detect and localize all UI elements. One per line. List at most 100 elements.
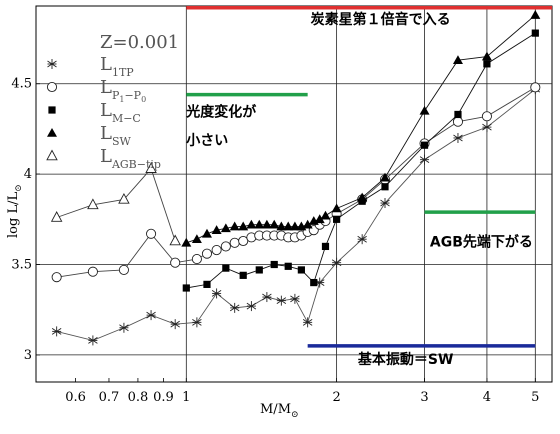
x-axis-label: M/M⊙ [260,402,299,420]
data-point-1tp [453,132,463,143]
annotation-text: 光度変化が [185,103,257,120]
series-line [56,167,176,242]
x-tick-label: 0.6 [65,390,86,405]
y-tick-label: 4.5 [11,77,32,92]
legend-entry-label: L1TP [100,54,134,79]
data-point-sw [419,105,430,115]
data-point-mc [310,278,318,287]
data-point-sw [357,192,368,202]
data-point-sw [181,237,192,247]
y-tick-label: 4 [24,167,32,182]
data-point-1tp [229,302,240,313]
data-point-mc [182,284,190,292]
data-point-1tp [88,335,98,346]
legend-star-icon [47,59,57,69]
data-point-mc [420,141,429,149]
data-series [50,10,541,346]
x-tick-label: 0.8 [128,390,149,405]
plot-frame [35,5,553,383]
annotation-text: AGB先端下がる [430,233,533,250]
data-point-mc [333,215,341,223]
series-1tp [51,84,541,346]
data-point-mc [222,264,230,272]
data-point-sw [269,219,280,229]
legend-entry-label: LAGB−tip [100,146,161,171]
data-point-p10 [170,257,181,268]
data-point-agbtip [118,192,130,204]
annotation-text: 小さい [186,133,228,149]
series-sw [181,10,541,247]
data-point-1tp [192,317,202,328]
data-point-sw [530,10,541,19]
data-point-sw [191,234,202,243]
data-point-sw [289,221,300,231]
x-tick-label: 2 [332,390,340,405]
axis-ticks: 0.6 0.7 0.8 0.9 1 2 3 4 5 3 3.5 4 4.5 [11,77,539,405]
data-point-mc [297,266,305,274]
data-point-1tp [419,154,430,165]
x-tick-label: 4 [483,390,491,405]
legend-entry-label: LSW [100,123,131,148]
y-tick-label: 3 [24,348,32,363]
data-point-sw [320,210,331,220]
metallicity-label: Z=0.001 [100,32,179,53]
data-point-p10 [51,272,62,283]
data-point-1tp [119,322,129,333]
data-point-p10 [220,241,231,252]
data-point-p10 [201,248,213,259]
data-point-1tp [331,257,342,268]
data-point-agbtip [50,211,63,222]
data-point-sw [314,214,325,224]
y-axis-label: log L/L⊙ [6,184,24,238]
x-tick-label: 1 [182,390,190,405]
data-point-1tp [262,292,272,303]
data-point-1tp [276,295,287,306]
data-point-1tp [302,317,313,328]
data-point-p10 [87,266,98,277]
data-point-sw [201,228,212,238]
data-point-sw [331,203,342,213]
data-point-p10 [452,116,464,127]
y-tick-label: 3.5 [11,258,32,273]
legend-entry-label: LM−C [100,100,141,125]
data-point-p10 [481,111,492,122]
series-line [56,88,536,341]
data-point-sw [254,219,265,229]
data-point-agbtip [87,198,99,210]
data-point-sw [246,219,257,229]
annotation-text: 炭素星第１倍音で入る [311,11,451,28]
data-point-1tp [211,288,222,299]
data-point-1tp [290,293,300,304]
legend-triangle-open-icon [46,149,58,161]
data-point-sw [261,219,272,229]
data-point-1tp [51,326,62,337]
data-point-1tp [380,198,390,209]
series-agbtip [50,162,181,246]
grid-lines [36,6,552,382]
data-point-mc [270,260,278,269]
data-point-p10 [191,254,202,265]
x-tick-label: 0.7 [99,390,120,405]
data-point-1tp [482,122,492,133]
data-point-p10 [238,235,249,247]
legend-circle-icon [46,81,58,93]
data-point-p10 [530,82,541,93]
data-point-1tp [146,310,156,321]
data-point-sw [380,172,391,182]
data-point-mc [483,60,491,68]
data-point-sw [211,225,222,234]
data-point-sw [229,221,240,231]
x-tick-label: 3 [420,390,428,405]
legend-square-icon [48,106,56,114]
data-point-sw [276,221,287,231]
annotation-text: 基本振動＝SW [358,351,454,368]
legend-triangle-icon [47,128,57,137]
data-point-mc [454,110,462,119]
data-point-p10 [146,228,157,239]
data-point-agbtip [145,162,157,173]
data-point-mc [321,242,330,251]
data-point-mc [255,266,263,274]
data-point-p10 [229,237,240,248]
